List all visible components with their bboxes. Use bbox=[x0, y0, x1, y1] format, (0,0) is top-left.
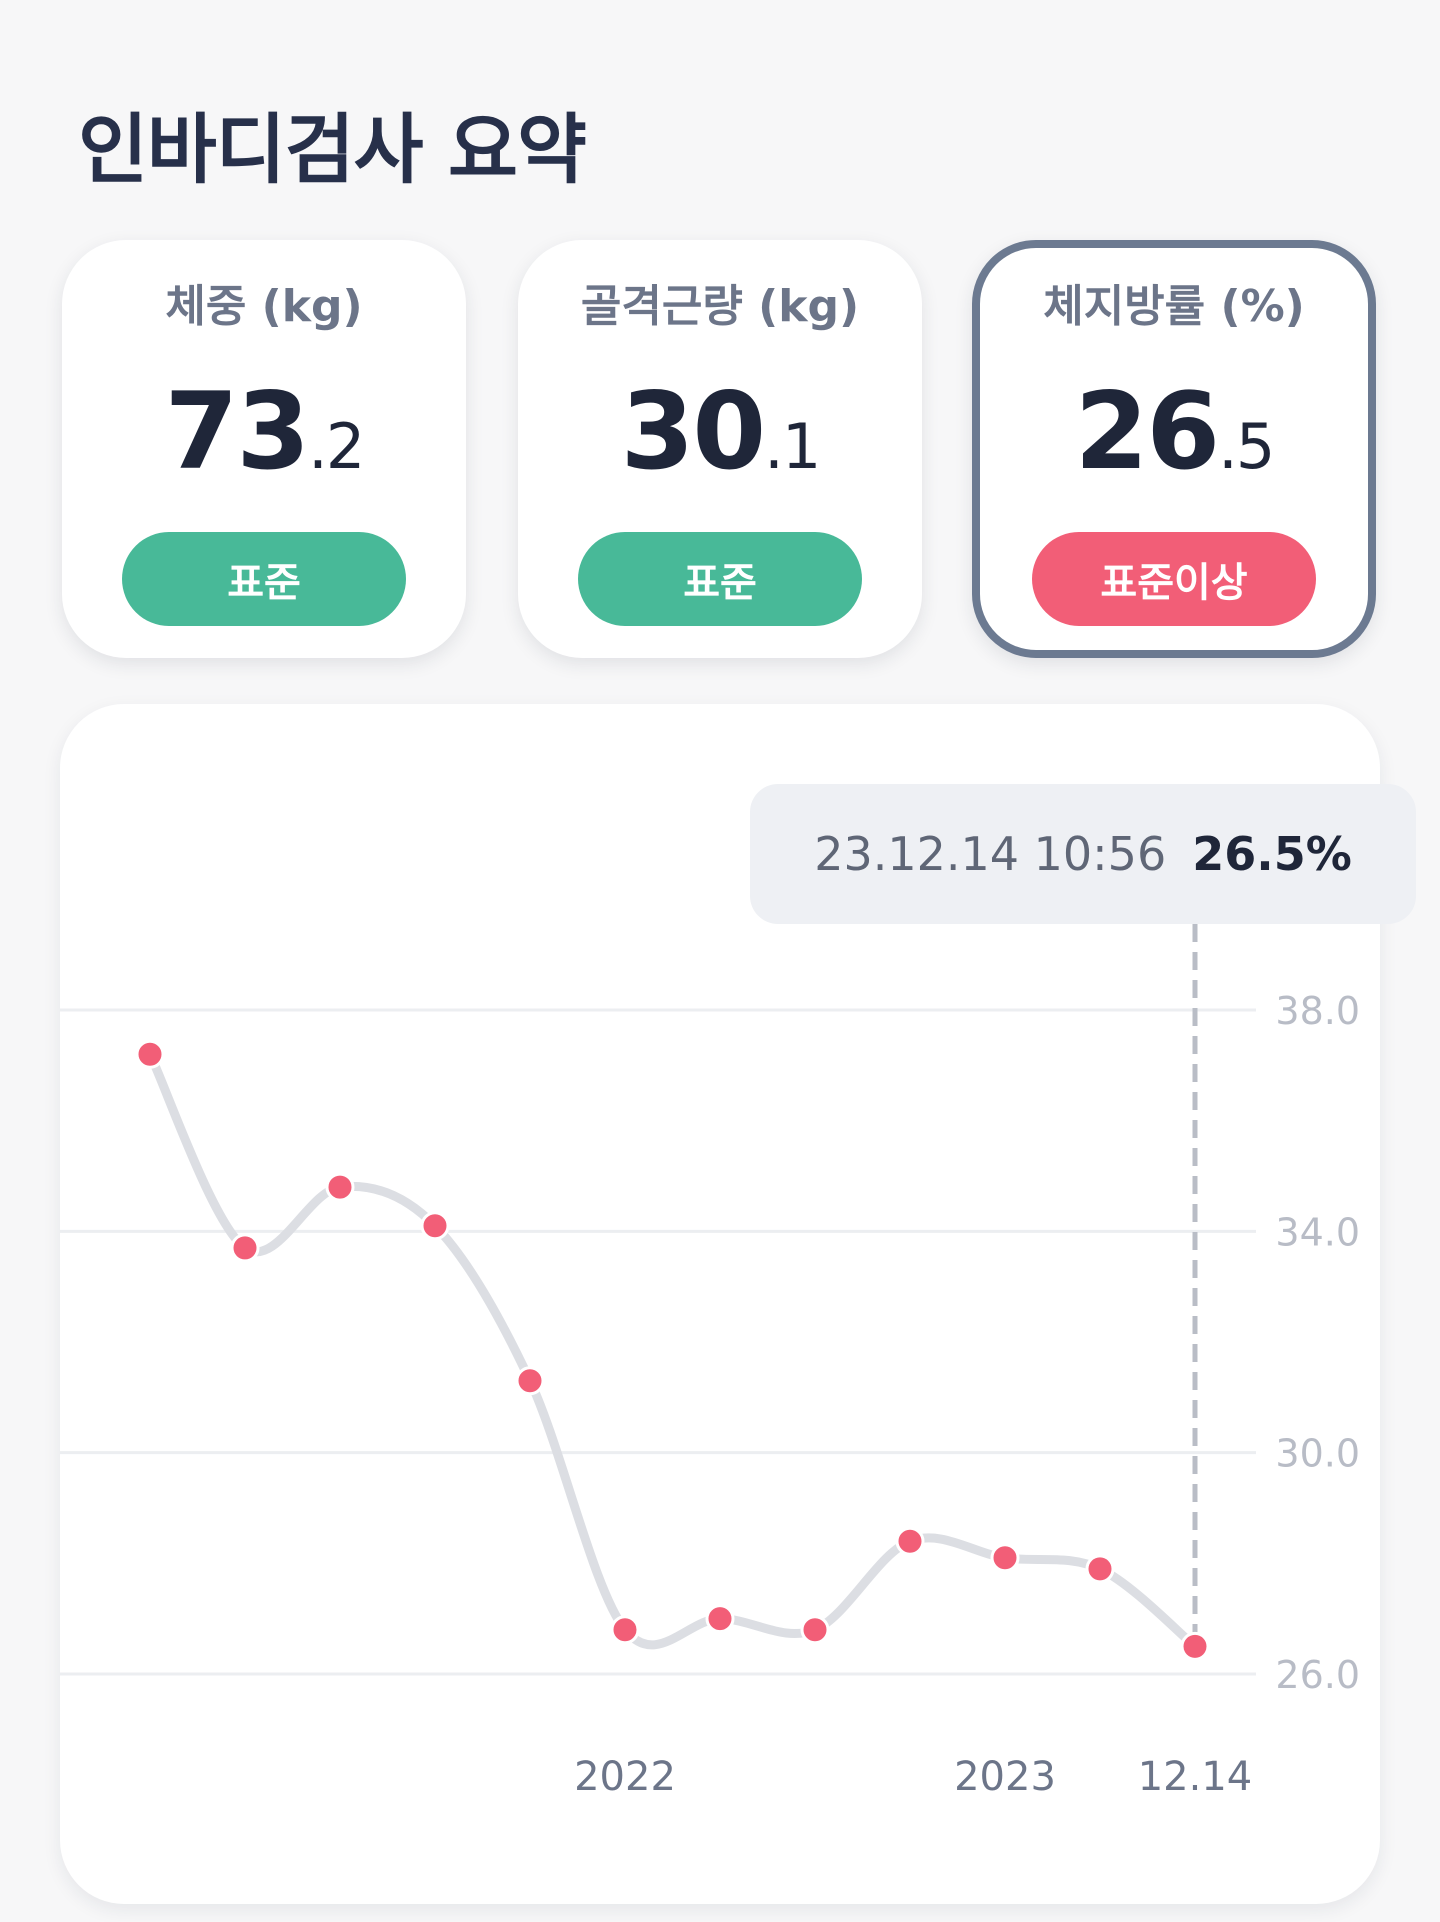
y-tick-label: 26.0 bbox=[1275, 1653, 1360, 1697]
x-tick-label: 2023 bbox=[954, 1754, 1056, 1800]
tooltip-value: 26.5% bbox=[1192, 827, 1352, 881]
body-fat-card[interactable]: 체지방률 (%) 26.5 표준이상 bbox=[972, 240, 1376, 658]
data-point[interactable] bbox=[135, 1039, 165, 1069]
weight-label: 체중 (kg) bbox=[165, 281, 363, 332]
body-fat-chart[interactable]: 38.0 34.0 30.0 26.0 2022 2023 12.14 bbox=[60, 704, 1380, 1904]
x-tick-label: 12.14 bbox=[1138, 1754, 1253, 1800]
weight-card[interactable]: 체중 (kg) 73.2 표준 bbox=[62, 240, 466, 658]
weight-value: 73.2 bbox=[164, 370, 366, 493]
page-title: 인바디검사 요약 bbox=[78, 105, 587, 194]
data-point[interactable] bbox=[990, 1543, 1020, 1573]
skeletal-muscle-value: 30.1 bbox=[620, 370, 822, 493]
data-point[interactable] bbox=[230, 1233, 260, 1263]
data-point[interactable] bbox=[1180, 1631, 1210, 1661]
y-tick-label: 38.0 bbox=[1275, 989, 1360, 1033]
body-fat-label: 체지방률 (%) bbox=[1043, 281, 1305, 332]
data-point[interactable] bbox=[515, 1366, 545, 1396]
skeletal-muscle-card[interactable]: 골격근량 (kg) 30.1 표준 bbox=[518, 240, 922, 658]
skeletal-muscle-status-badge: 표준 bbox=[578, 532, 862, 626]
data-point[interactable] bbox=[800, 1615, 830, 1645]
chart-tooltip: 23.12.14 10:56 26.5% bbox=[750, 784, 1416, 924]
y-tick-label: 34.0 bbox=[1275, 1210, 1360, 1254]
body-fat-status-badge: 표준이상 bbox=[1032, 532, 1316, 626]
skeletal-muscle-label: 골격근량 (kg) bbox=[580, 281, 860, 332]
data-point[interactable] bbox=[610, 1615, 640, 1645]
data-point[interactable] bbox=[325, 1172, 355, 1202]
x-tick-label: 2022 bbox=[574, 1754, 676, 1800]
data-point[interactable] bbox=[1085, 1554, 1115, 1584]
y-tick-label: 30.0 bbox=[1275, 1432, 1360, 1476]
body-fat-chart-card: 38.0 34.0 30.0 26.0 2022 2023 12.14 23.12.14 … bbox=[60, 704, 1416, 1904]
data-point[interactable] bbox=[420, 1211, 450, 1241]
data-point[interactable] bbox=[895, 1526, 925, 1556]
body-fat-value: 26.5 bbox=[1074, 370, 1276, 493]
data-point[interactable] bbox=[705, 1604, 735, 1634]
series-line bbox=[145, 1049, 1200, 1651]
tooltip-timestamp: 23.12.14 10:56 bbox=[814, 827, 1167, 881]
weight-status-badge: 표준 bbox=[122, 532, 406, 626]
